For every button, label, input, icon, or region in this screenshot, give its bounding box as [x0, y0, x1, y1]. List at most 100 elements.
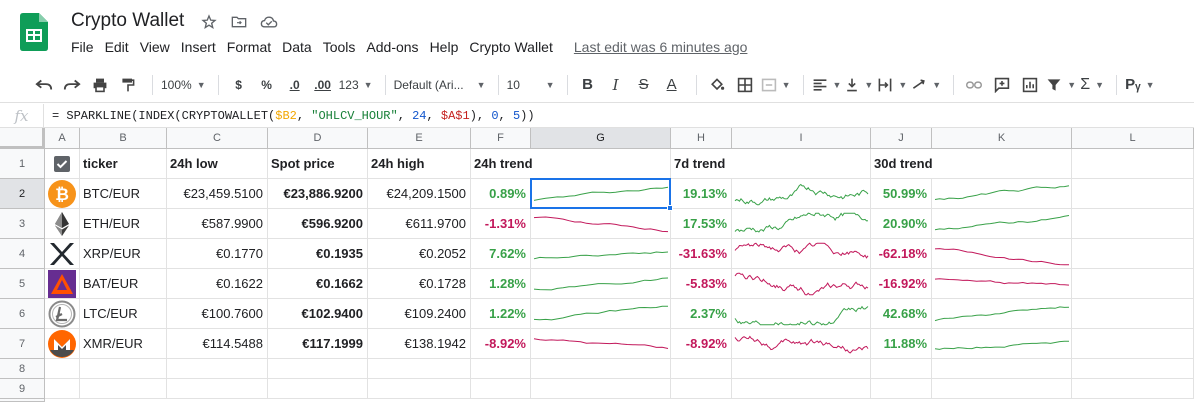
- empty-cell[interactable]: [368, 379, 471, 399]
- change-d7-cell[interactable]: 2.37%: [671, 299, 732, 329]
- low-cell[interactable]: €0.1770: [167, 239, 268, 269]
- empty-cell[interactable]: [732, 379, 871, 399]
- last-edit-link[interactable]: Last edit was 6 minutes ago: [573, 39, 748, 55]
- empty-cell[interactable]: [531, 379, 671, 399]
- italic-button[interactable]: I: [612, 75, 619, 94]
- spot-price-cell[interactable]: €23,886.9200: [268, 179, 368, 209]
- sparkline-d24-cell[interactable]: [531, 209, 671, 239]
- empty-cell[interactable]: [268, 359, 368, 379]
- coin-icon-cell[interactable]: [45, 299, 80, 329]
- sparkline-d24-cell[interactable]: [531, 239, 671, 269]
- empty-cell[interactable]: [1072, 269, 1194, 299]
- change-d7-cell[interactable]: -5.83%: [671, 269, 732, 299]
- currency-format-button[interactable]: $: [235, 77, 242, 92]
- insert-chart-icon[interactable]: [1018, 72, 1042, 98]
- empty-cell[interactable]: [671, 379, 732, 399]
- low-cell[interactable]: €114.5488: [167, 329, 268, 359]
- more-formats-select[interactable]: 123 ▼: [338, 77, 373, 92]
- cloud-status-icon[interactable]: [259, 12, 279, 32]
- high-cell[interactable]: €0.1728: [368, 269, 471, 299]
- row-header-7[interactable]: 7: [0, 329, 45, 359]
- coin-icon-cell[interactable]: [45, 269, 80, 299]
- empty-cell[interactable]: [45, 379, 80, 399]
- menu-insert[interactable]: Insert: [180, 39, 216, 55]
- high-cell[interactable]: €24,209.1500: [368, 179, 471, 209]
- change-d7-cell[interactable]: -31.63%: [671, 239, 732, 269]
- redo-icon[interactable]: [60, 72, 84, 98]
- empty-cell[interactable]: [932, 359, 1072, 379]
- empty-cell[interactable]: [531, 359, 671, 379]
- change-d7-cell[interactable]: 17.53%: [671, 209, 732, 239]
- column-header-g[interactable]: G: [531, 128, 671, 149]
- spot-price-cell[interactable]: €0.1935: [268, 239, 368, 269]
- change-d24-cell[interactable]: 1.22%: [471, 299, 531, 329]
- filter-icon[interactable]: ▼: [1046, 72, 1076, 98]
- sparkline-d30-cell[interactable]: [932, 179, 1072, 209]
- change-d30-cell[interactable]: 50.99%: [871, 179, 932, 209]
- star-icon[interactable]: [199, 12, 219, 32]
- empty-cell[interactable]: [732, 359, 871, 379]
- low-cell[interactable]: €23,459.5100: [167, 179, 268, 209]
- borders-icon[interactable]: [733, 72, 757, 98]
- fill-color-icon[interactable]: [705, 72, 729, 98]
- document-title[interactable]: Crypto Wallet: [71, 10, 185, 31]
- row-header-3[interactable]: 3: [0, 209, 45, 239]
- coin-icon-cell[interactable]: ₿: [45, 179, 80, 209]
- decrease-decimal-button[interactable]: .0: [289, 77, 300, 92]
- empty-cell[interactable]: [80, 359, 167, 379]
- strikethrough-button[interactable]: S: [638, 76, 649, 93]
- column-header-k[interactable]: K: [932, 128, 1072, 149]
- column-header-e[interactable]: E: [368, 128, 471, 149]
- change-d7-cell[interactable]: -8.92%: [671, 329, 732, 359]
- font-size-select[interactable]: 10 ▼: [506, 77, 555, 92]
- change-d30-cell[interactable]: -62.18%: [871, 239, 932, 269]
- row-header-6[interactable]: 6: [0, 299, 45, 329]
- change-d24-cell[interactable]: 1.28%: [471, 269, 531, 299]
- merge-cells-icon[interactable]: ▼: [761, 72, 791, 98]
- menu-file[interactable]: File: [71, 39, 94, 55]
- row-header-5[interactable]: 5: [0, 269, 45, 299]
- select-all-corner[interactable]: [0, 128, 45, 149]
- high-cell[interactable]: €0.2052: [368, 239, 471, 269]
- text-color-button[interactable]: A: [666, 76, 677, 93]
- empty-cell[interactable]: [268, 379, 368, 399]
- row-header-9[interactable]: 9: [0, 379, 45, 399]
- checkbox-cell[interactable]: [45, 149, 80, 179]
- sparkline-d30-cell[interactable]: [932, 329, 1072, 359]
- menu-view[interactable]: View: [139, 39, 170, 55]
- coin-icon-cell[interactable]: [45, 329, 80, 359]
- empty-cell[interactable]: [871, 379, 932, 399]
- text-wrapping-icon[interactable]: ▼: [877, 72, 907, 98]
- column-header-a[interactable]: A: [45, 128, 80, 149]
- vertical-align-icon[interactable]: ▼: [845, 72, 873, 98]
- sparkline-d30-cell[interactable]: [932, 269, 1072, 299]
- empty-cell[interactable]: [671, 359, 732, 379]
- sparkline-d24-cell[interactable]: [531, 269, 671, 299]
- sparkline-d7-cell[interactable]: [732, 329, 871, 359]
- print-icon[interactable]: [88, 72, 112, 98]
- empty-cell[interactable]: [471, 379, 531, 399]
- sparkline-d24-cell[interactable]: [531, 299, 671, 329]
- sparkline-d30-cell[interactable]: [932, 239, 1072, 269]
- column-header-j[interactable]: J: [871, 128, 932, 149]
- empty-cell[interactable]: [1072, 299, 1194, 329]
- change-d24-cell[interactable]: -1.31%: [471, 209, 531, 239]
- row-header-2[interactable]: 2: [0, 179, 45, 209]
- move-folder-icon[interactable]: [229, 12, 249, 32]
- sparkline-d7-cell[interactable]: [732, 299, 871, 329]
- empty-cell[interactable]: [932, 379, 1072, 399]
- sparkline-d24-cell[interactable]: [531, 179, 671, 209]
- header-24h-low[interactable]: 24h low: [167, 149, 268, 179]
- menu-help[interactable]: Help: [429, 39, 459, 55]
- header-30d-trend[interactable]: 30d trend: [871, 149, 1072, 179]
- sparkline-d24-cell[interactable]: [531, 329, 671, 359]
- spot-price-cell[interactable]: €117.1999: [268, 329, 368, 359]
- empty-cell[interactable]: [1072, 179, 1194, 209]
- menu-tools[interactable]: Tools: [322, 39, 356, 55]
- zoom-select[interactable]: 100% ▼: [161, 77, 206, 92]
- change-d24-cell[interactable]: 0.89%: [471, 179, 531, 209]
- input-tools-button[interactable]: Pᵧ ▼: [1125, 76, 1155, 93]
- font-family-select[interactable]: Default (Ari... ▼: [393, 77, 486, 92]
- sparkline-d7-cell[interactable]: [732, 239, 871, 269]
- ticker-cell[interactable]: BTC/EUR: [80, 179, 167, 209]
